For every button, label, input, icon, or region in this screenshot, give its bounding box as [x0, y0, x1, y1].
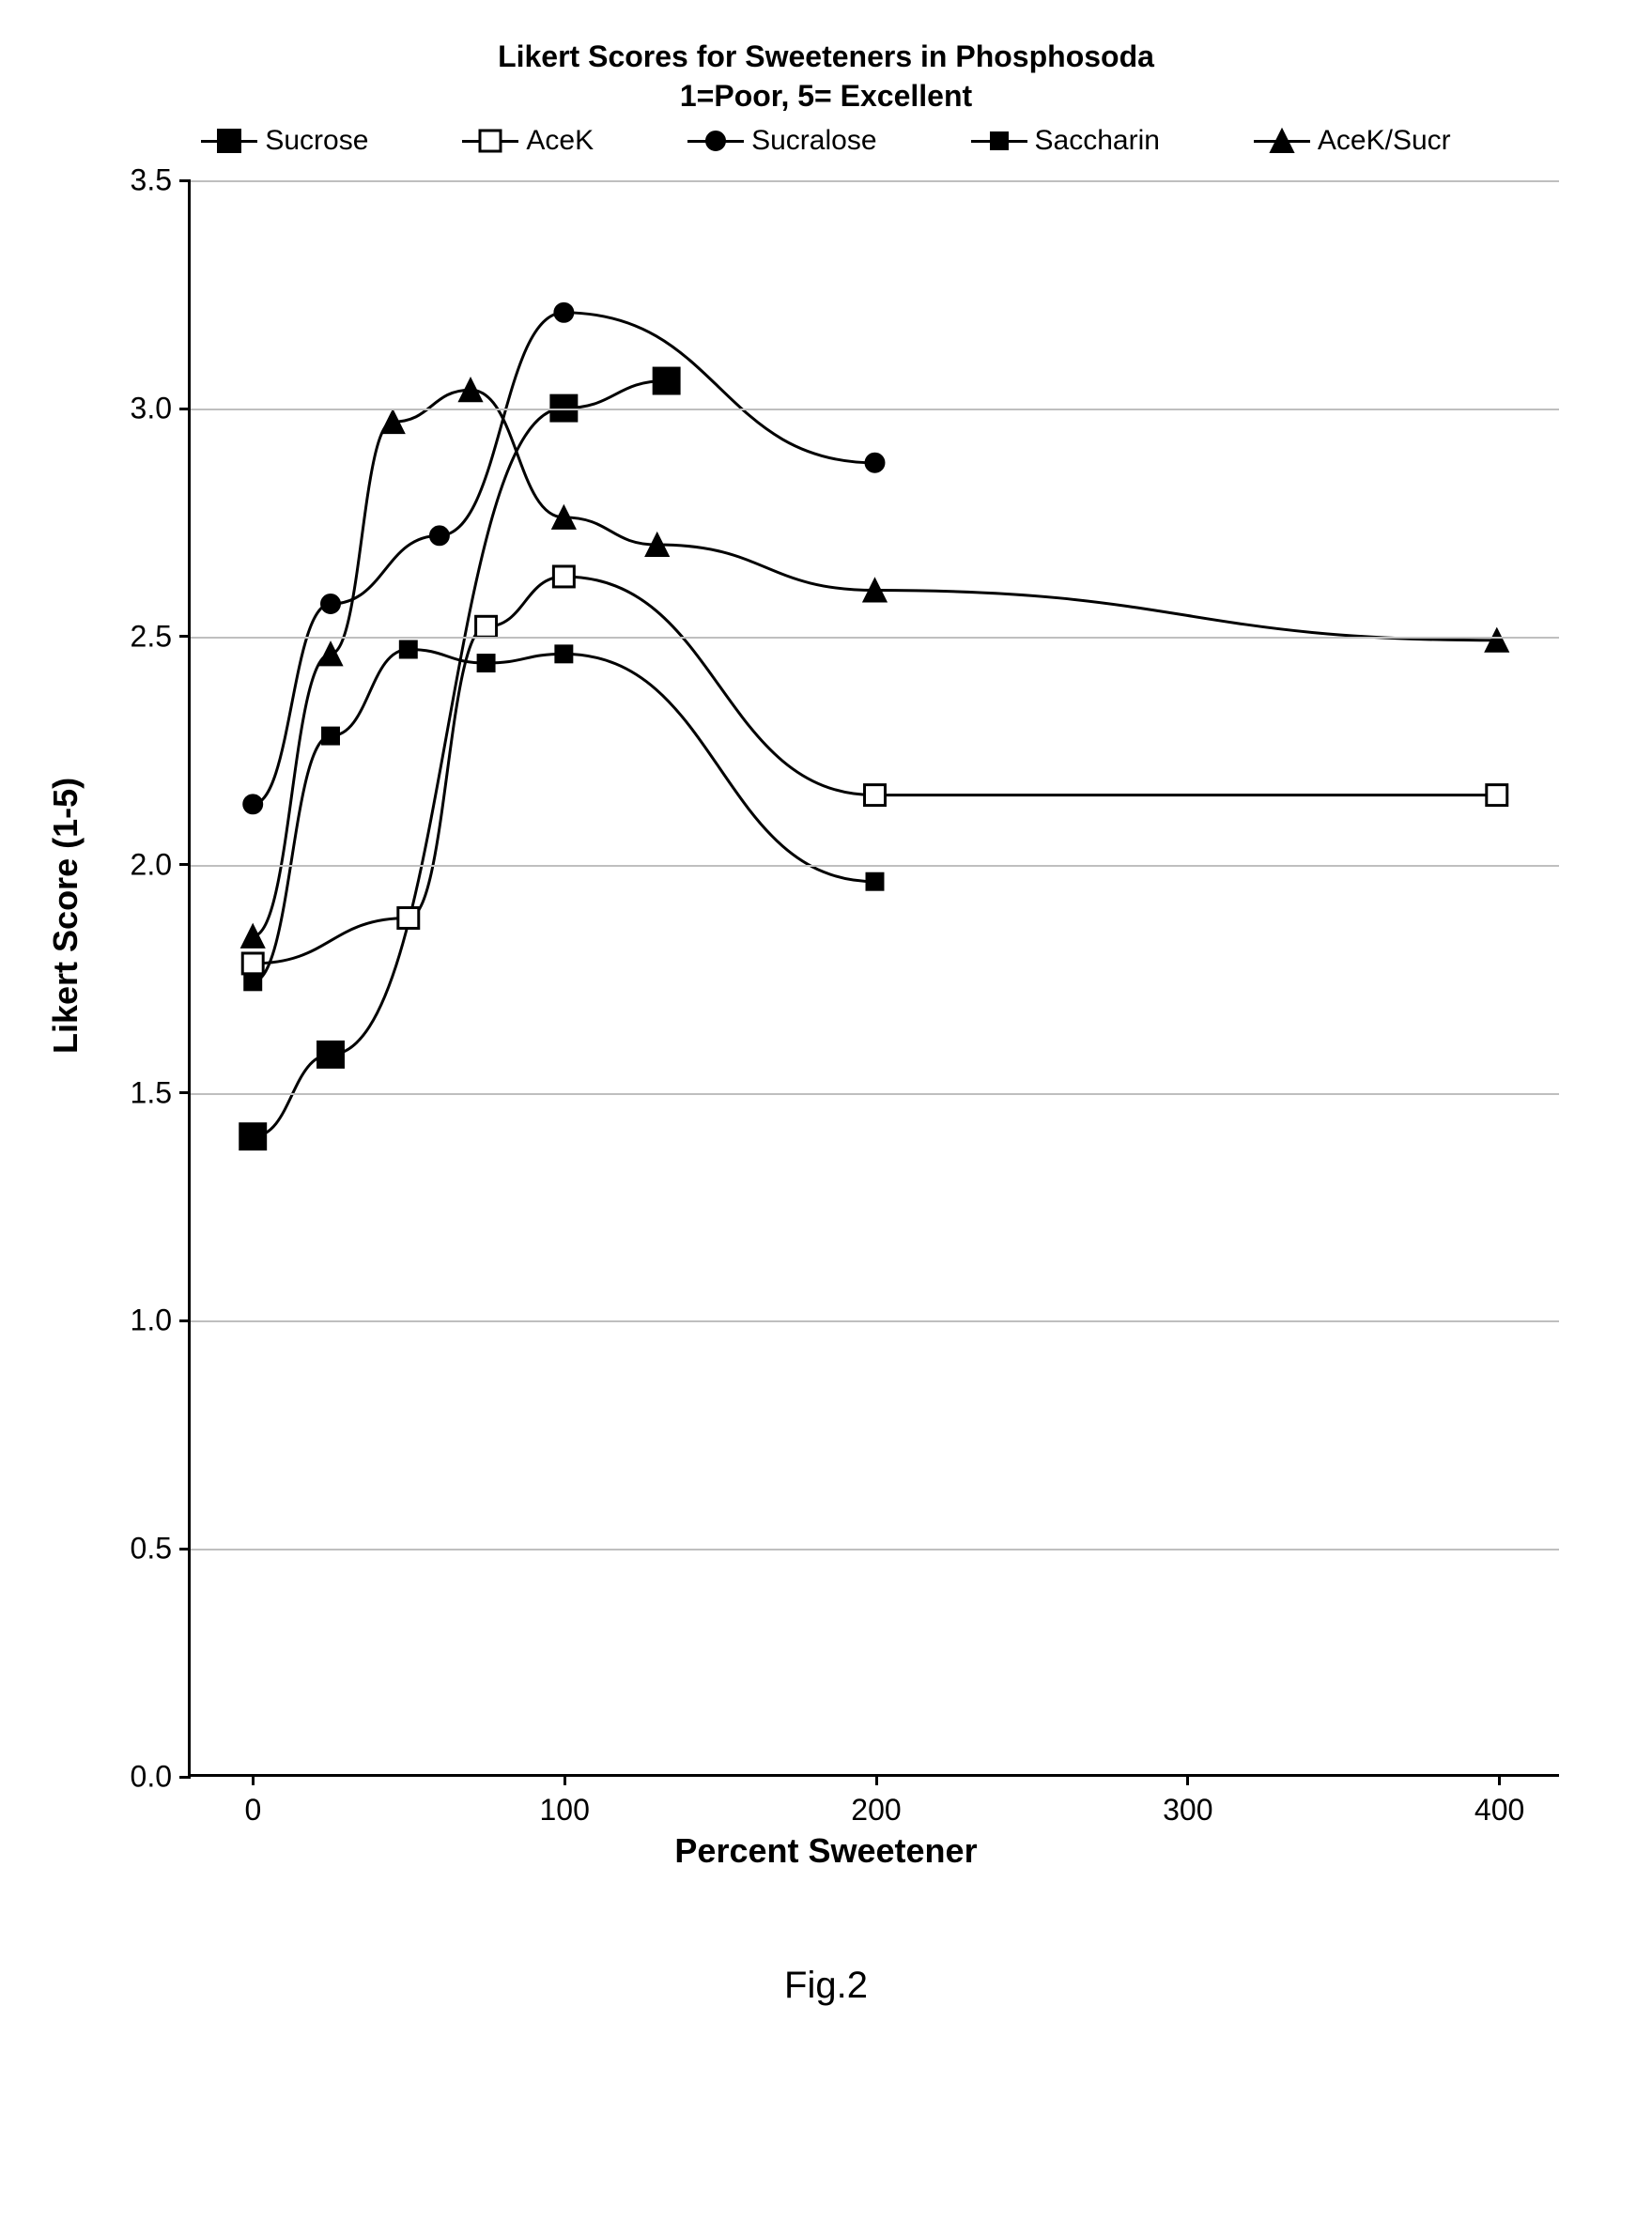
legend-marker-saccharin — [971, 127, 1027, 155]
legend-item-sucralose: Sucralose — [687, 125, 876, 157]
y-tick — [179, 408, 191, 410]
legend-label-sucralose: Sucralose — [751, 125, 876, 157]
y-tick — [179, 635, 191, 638]
x-tick-label: 300 — [1163, 1793, 1212, 1828]
marker-saccharin — [400, 641, 417, 658]
marker-aceksucr — [241, 925, 264, 948]
marker-acek — [865, 785, 886, 806]
y-tick — [179, 1776, 191, 1779]
x-tick — [1498, 1774, 1501, 1785]
y-tick — [179, 1548, 191, 1550]
gridline — [191, 1549, 1559, 1550]
x-tick — [1186, 1774, 1189, 1785]
y-tick — [179, 1091, 191, 1094]
gridline — [191, 637, 1559, 639]
marker-acek — [242, 953, 263, 974]
gridline — [191, 1093, 1559, 1095]
chart-container: Likert Score (1-5) 0.00.51.01.52.02.53.0… — [38, 180, 1614, 1927]
marker-saccharin — [322, 728, 339, 745]
title-line-1: Likert Scores for Sweeteners in Phosphos… — [498, 39, 1154, 73]
gridline — [191, 180, 1559, 182]
x-tick-label: 200 — [851, 1793, 901, 1828]
y-tick — [179, 863, 191, 866]
gridline — [191, 1320, 1559, 1322]
marker-sucrose — [317, 1041, 344, 1068]
y-tick-label: 0.0 — [131, 1760, 172, 1795]
y-tick — [179, 1319, 191, 1322]
marker-sucralose — [243, 795, 262, 814]
x-axis-title: Percent Sweetener — [674, 1831, 977, 1871]
y-tick-label: 1.5 — [131, 1075, 172, 1110]
legend-label-aceksucr: AceK/Sucr — [1318, 125, 1451, 157]
marker-sucrose — [239, 1123, 266, 1149]
legend-marker-sucralose — [687, 127, 744, 155]
legend-item-acek: AceK — [462, 125, 594, 157]
marker-sucralose — [430, 527, 449, 546]
marker-acek — [476, 616, 497, 637]
x-tick-label: 100 — [539, 1793, 589, 1828]
marker-saccharin — [555, 646, 572, 663]
legend: Sucrose AceK Sucralose Saccharin AceK/Sucr — [38, 125, 1614, 157]
y-tick-label: 3.5 — [131, 163, 172, 198]
marker-sucralose — [321, 594, 340, 613]
title-line-2: 1=Poor, 5= Excellent — [680, 79, 972, 113]
marker-saccharin — [244, 974, 261, 991]
legend-marker-acek — [462, 127, 518, 155]
y-axis-title: Likert Score (1-5) — [46, 778, 85, 1054]
legend-item-saccharin: Saccharin — [971, 125, 1160, 157]
marker-saccharin — [867, 873, 884, 890]
gridline — [191, 865, 1559, 867]
series-svg — [191, 180, 1559, 1774]
legend-marker-sucrose — [201, 127, 257, 155]
marker-acek — [553, 566, 574, 587]
x-tick-label: 400 — [1474, 1793, 1524, 1828]
x-tick — [252, 1774, 255, 1785]
legend-label-saccharin: Saccharin — [1035, 125, 1160, 157]
legend-marker-aceksucr — [1254, 127, 1310, 155]
legend-item-aceksucr: AceK/Sucr — [1254, 125, 1451, 157]
legend-label-acek: AceK — [526, 125, 594, 157]
series-line-sucrose — [253, 381, 666, 1137]
x-tick — [875, 1774, 878, 1785]
y-tick-label: 3.0 — [131, 392, 172, 426]
marker-sucralose — [866, 454, 885, 472]
plot-area: 0.00.51.01.52.02.53.03.50100200300400 — [188, 180, 1559, 1777]
chart-wrapper: Likert Scores for Sweeteners in Phosphos… — [38, 38, 1614, 2007]
marker-saccharin — [478, 655, 495, 671]
marker-acek — [1487, 785, 1507, 806]
x-tick — [564, 1774, 566, 1785]
y-tick-label: 1.0 — [131, 1304, 172, 1338]
marker-acek — [398, 908, 419, 929]
legend-item-sucrose: Sucrose — [201, 125, 368, 157]
chart-title: Likert Scores for Sweeteners in Phosphos… — [38, 38, 1614, 116]
y-tick-label: 2.0 — [131, 847, 172, 882]
y-tick — [179, 179, 191, 182]
y-tick-label: 2.5 — [131, 619, 172, 654]
legend-label-sucrose: Sucrose — [265, 125, 368, 157]
y-tick-label: 0.5 — [131, 1532, 172, 1566]
gridline — [191, 409, 1559, 410]
marker-sucrose — [654, 368, 680, 394]
marker-sucralose — [554, 303, 573, 322]
figure-label: Fig.2 — [38, 1965, 1614, 2007]
x-tick-label: 0 — [244, 1793, 261, 1828]
